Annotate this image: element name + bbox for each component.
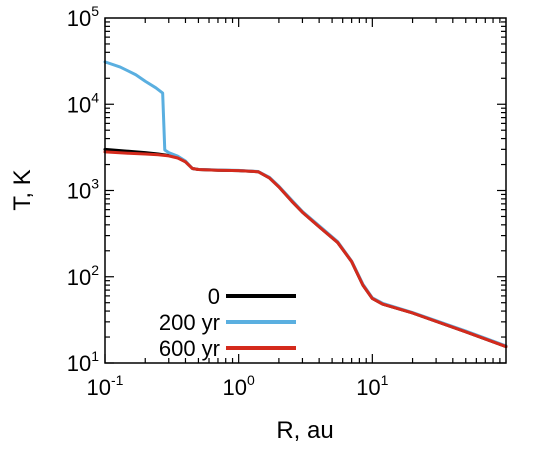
plot-frame <box>104 17 507 364</box>
x-axis-label: R, au <box>276 417 333 444</box>
y-tick-label: 104 <box>67 89 99 117</box>
series-layer <box>103 60 508 349</box>
series-line-2 <box>103 150 508 349</box>
y-tick-label: 101 <box>67 348 99 376</box>
y-axis-label: T, K <box>9 169 36 210</box>
legend-label-1: 200 yr <box>159 310 220 335</box>
y-tick-label: 102 <box>67 262 99 290</box>
y-tick-label: 103 <box>67 176 99 204</box>
ticks-layer <box>104 18 506 364</box>
x-tick-label: 100 <box>223 372 255 400</box>
legend-label-2: 600 yr <box>159 336 220 361</box>
y-tick-label: 105 <box>67 3 99 31</box>
x-tick-label: 101 <box>356 372 388 400</box>
legend-label-0: 0 <box>208 284 220 309</box>
tick-labels-layer: 10-1 100 101 101 102 103 104 105 <box>67 3 389 400</box>
x-tick-label: 10-1 <box>87 372 124 400</box>
